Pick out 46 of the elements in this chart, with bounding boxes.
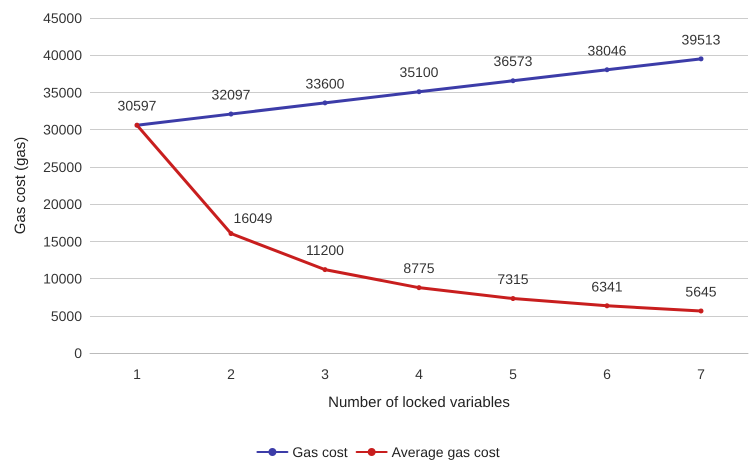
y-tick-label: 15000 [43,233,82,250]
x-axis-title: Number of locked variables [328,394,510,411]
data-label: 35100 [400,64,439,80]
data-label: 16049 [234,210,273,226]
data-label: 33600 [306,75,345,92]
data-label: 32097 [212,86,251,103]
x-tick-label: 4 [415,366,424,382]
point [698,56,704,62]
y-tick-label: 5000 [50,308,82,324]
point [698,308,704,314]
y-tick-label: 0 [74,345,82,361]
y-axis-title: Gas cost (gas) [12,136,29,234]
y-tick-label: 30000 [43,122,82,138]
y-tick-label: 25000 [43,158,82,175]
x-tick-label: 6 [603,366,612,382]
data-label: 5645 [685,283,717,300]
legend-label: Gas cost [292,444,348,460]
x-tick-label: 5 [509,366,518,382]
point [604,67,610,72]
point [416,89,422,94]
point [510,78,516,84]
y-tick-label: 20000 [43,196,82,212]
y-tick-label: 40000 [43,47,82,64]
y-tick-label: 45000 [43,10,82,26]
y-tick-label: 10000 [43,270,82,287]
data-label: 8775 [403,260,435,276]
y-tick-label: 35000 [43,84,82,100]
point [228,112,234,117]
data-label: 38046 [588,42,627,58]
x-tick-label: 2 [227,366,236,382]
point [604,303,610,308]
data-label: 39513 [682,31,721,48]
data-label: 6341 [591,278,623,294]
point [228,231,234,236]
data-label: 7315 [497,271,529,288]
x-tick-label: 1 [133,366,142,382]
data-label: 36573 [494,53,533,70]
data-label: 11200 [306,242,344,258]
point [510,296,516,302]
point [322,100,328,106]
x-tick-label: 7 [697,366,706,382]
point [416,285,422,290]
legend-label: Average gas cost [392,444,500,460]
data-label: 30597 [118,98,157,114]
point [322,267,328,272]
x-tick-label: 3 [321,366,330,382]
